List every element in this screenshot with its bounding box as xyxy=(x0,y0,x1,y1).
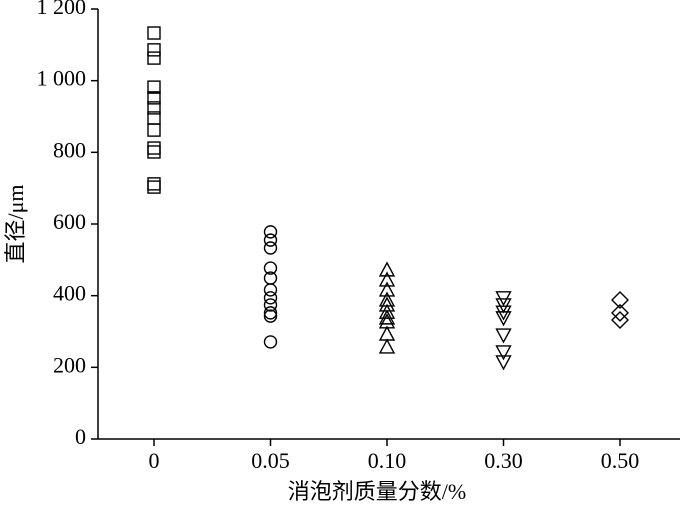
point xyxy=(263,335,278,349)
point xyxy=(495,328,512,344)
point xyxy=(378,325,396,341)
x-axis-label: 消泡剂质量分数/% xyxy=(288,479,466,504)
y-tick-label: 200 xyxy=(53,352,86,377)
point xyxy=(147,145,161,159)
y-tick-label: 1 000 xyxy=(37,66,87,91)
point xyxy=(378,281,396,297)
point xyxy=(611,303,629,322)
point xyxy=(147,26,161,40)
point xyxy=(147,51,161,65)
y-tick-label: 600 xyxy=(53,209,86,234)
point xyxy=(147,141,161,155)
point xyxy=(495,305,512,321)
point xyxy=(263,306,278,320)
point xyxy=(495,345,512,361)
point xyxy=(263,233,278,247)
y-axis-label: 直径/μm xyxy=(3,184,28,263)
point xyxy=(263,225,278,239)
point xyxy=(263,309,278,323)
point xyxy=(147,177,161,191)
point xyxy=(147,123,161,137)
point xyxy=(147,91,161,105)
point xyxy=(263,283,278,297)
point xyxy=(378,271,396,287)
y-tick-label: 0 xyxy=(75,424,86,449)
point xyxy=(378,261,396,277)
y-tick-label: 400 xyxy=(53,281,86,306)
y-tick-label: 1 200 xyxy=(37,0,87,19)
x-tick-label: 0.30 xyxy=(484,448,523,473)
point xyxy=(495,311,512,327)
y-tick-label: 800 xyxy=(53,137,86,162)
point xyxy=(263,291,278,305)
point xyxy=(263,261,278,275)
point xyxy=(147,101,161,115)
point xyxy=(378,303,396,319)
x-tick-label: 0 xyxy=(149,448,160,473)
point xyxy=(147,43,161,57)
x-tick-label: 0.10 xyxy=(368,448,407,473)
point xyxy=(263,298,278,312)
x-tick-label: 0.05 xyxy=(251,448,290,473)
x-tick-label: 0.50 xyxy=(601,448,640,473)
point xyxy=(378,338,396,354)
point xyxy=(611,290,629,309)
point xyxy=(495,355,512,371)
point xyxy=(378,309,396,325)
point xyxy=(147,80,161,94)
point xyxy=(147,180,161,194)
point xyxy=(611,311,629,330)
point xyxy=(263,241,278,255)
